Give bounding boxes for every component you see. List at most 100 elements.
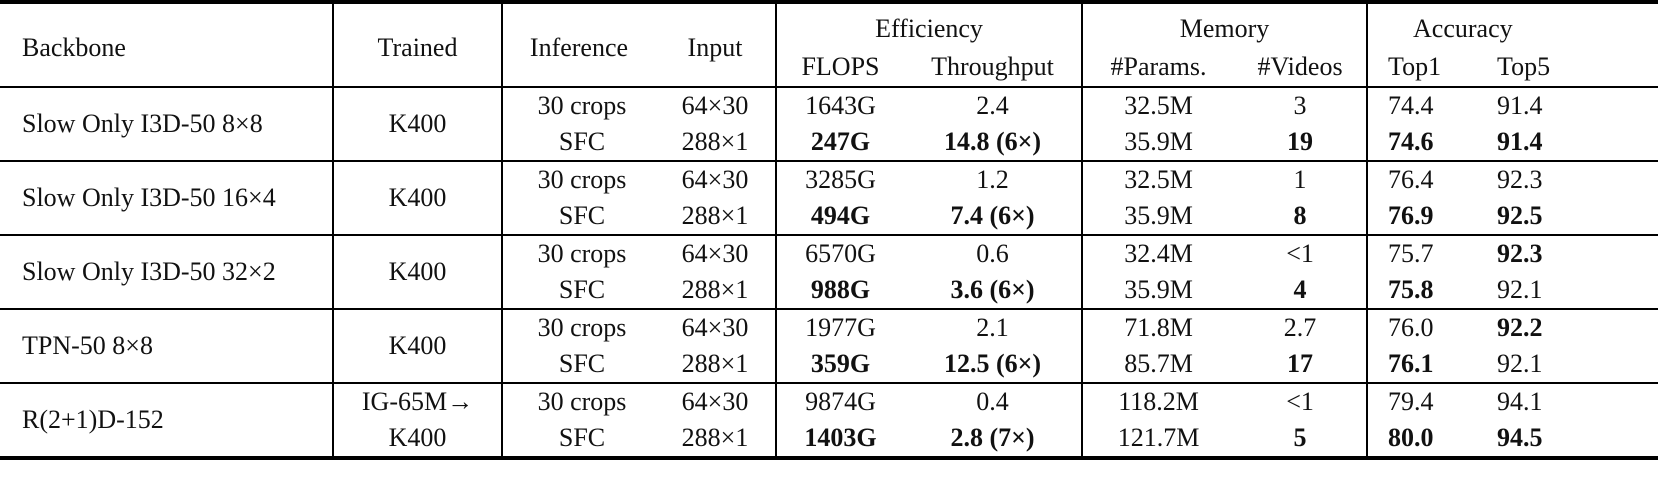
input-cell: 288×1 xyxy=(681,127,749,156)
trained-cell: K400 xyxy=(332,160,502,235)
params-cell: 32.5M xyxy=(1081,160,1235,198)
flops-cell: 3285G xyxy=(775,160,904,198)
flops-cell: 1977G xyxy=(775,308,904,346)
videos-cell: 19 xyxy=(1287,127,1314,156)
params-cell: 85.7M xyxy=(1081,346,1235,383)
top5-cell: 94.5 xyxy=(1479,420,1658,460)
header-trained: Trained xyxy=(332,0,502,88)
backbone-cell: Slow Only I3D-50 32×2 xyxy=(0,234,333,309)
header-top5: Top5 xyxy=(1479,48,1658,88)
throughput-cell: 7.4 (6×) xyxy=(950,201,1035,230)
trained-cell-line1: IG-65M→ xyxy=(332,382,502,420)
throughput-cell: 3.6 (6×) xyxy=(950,275,1035,304)
params-cell: 32.4M xyxy=(1081,234,1235,272)
top5-cell: 92.1 xyxy=(1497,275,1543,304)
table-row: SFC 288×1 359G 12.5 (6×) 85.7M 17 76.1 9… xyxy=(0,346,1658,383)
videos-cell: 8 xyxy=(1293,201,1307,230)
top5-cell: 91.4 xyxy=(1497,91,1543,120)
backbone-cell: TPN-50 8×8 xyxy=(0,308,333,383)
videos-cell: 4 xyxy=(1293,275,1307,304)
trained-cell-line2: K400 xyxy=(332,420,502,460)
results-table: Backbone Trained Inference Input Efficie… xyxy=(0,0,1658,460)
flops-cell: 9874G xyxy=(775,382,904,420)
header-top1: Top1 xyxy=(1366,48,1480,88)
top1-cell: 76.0 xyxy=(1366,308,1480,346)
top1-cell: 76.4 xyxy=(1366,160,1480,198)
header-accuracy-group: Accuracy xyxy=(1366,0,1658,48)
table-row: K400 SFC 288×1 1403G 2.8 (7×) 121.7M 5 8… xyxy=(0,420,1658,460)
throughput-cell: 2.8 (7×) xyxy=(904,420,1083,460)
flops-cell: 1643G xyxy=(775,87,904,124)
header-backbone: Backbone xyxy=(0,0,333,88)
table-row: Slow Only I3D-50 8×8 K400 30 crops 64×30… xyxy=(0,87,1658,161)
top5-cell: 92.2 xyxy=(1479,308,1658,346)
top1-cell: 75.8 xyxy=(1366,272,1480,309)
top1-cell: 75.7 xyxy=(1366,234,1480,272)
videos-cell: 17 xyxy=(1287,349,1314,378)
header-params: #Params. xyxy=(1081,48,1235,88)
table-row: TPN-50 8×8 K400 30 crops 64×30 1977G 2.1… xyxy=(0,308,1658,383)
input-cell: 288×1 xyxy=(681,275,749,304)
throughput-cell: 12.5 (6×) xyxy=(943,349,1042,378)
params-cell: 35.9M xyxy=(1081,124,1235,161)
throughput-cell: 14.8 (6×) xyxy=(943,127,1042,156)
header-throughput: Throughput xyxy=(904,48,1083,88)
header-input: Input xyxy=(655,0,776,88)
inference-cell: 30 crops xyxy=(501,160,655,198)
inference-cell: SFC xyxy=(501,198,655,235)
params-cell: 35.9M xyxy=(1081,272,1235,309)
throughput-cell: 0.6 xyxy=(904,234,1083,272)
top1-cell: 74.6 xyxy=(1366,124,1480,161)
flops-cell: 1403G xyxy=(775,420,904,460)
input-cell: 64×30 xyxy=(655,308,776,346)
table-row: R(2+1)D-152 IG-65M→ 30 crops 64×30 9874G… xyxy=(0,382,1658,460)
header-row-columns: FLOPS Throughput #Params. #Videos Top1 T… xyxy=(0,48,1658,88)
top5-cell: 92.5 xyxy=(1497,201,1543,230)
input-cell: 288×1 xyxy=(681,201,749,230)
inference-cell: 30 crops xyxy=(501,234,655,272)
inference-cell: SFC xyxy=(501,346,655,383)
table-row: SFC 288×1 247G 14.8 (6×) 35.9M 19 74.6 9… xyxy=(0,124,1658,161)
inference-cell: SFC xyxy=(501,272,655,309)
flops-cell: 359G xyxy=(775,346,904,383)
input-cell: 288×1 xyxy=(655,420,776,460)
backbone-cell: Slow Only I3D-50 8×8 xyxy=(22,109,263,138)
top5-cell: 92.1 xyxy=(1497,349,1543,378)
backbone-cell: R(2+1)D-152 xyxy=(0,382,333,460)
videos-cell: 1 xyxy=(1234,160,1368,198)
videos-cell: 3 xyxy=(1293,91,1307,120)
params-cell: 32.5M xyxy=(1081,87,1235,124)
header-videos: #Videos xyxy=(1234,48,1368,88)
flops-cell: 494G xyxy=(775,198,904,235)
throughput-cell: 2.1 xyxy=(904,308,1083,346)
top5-cell: 94.1 xyxy=(1479,382,1658,420)
throughput-cell: 2.4 xyxy=(976,91,1009,120)
top1-cell: 76.1 xyxy=(1366,346,1480,383)
videos-cell: 2.7 xyxy=(1234,308,1368,346)
inference-cell: 30 crops xyxy=(501,308,655,346)
inference-cell: SFC xyxy=(501,420,655,460)
input-cell: 64×30 xyxy=(655,160,776,198)
input-cell: 64×30 xyxy=(655,382,776,420)
table-row: Slow Only I3D-50 32×2 K400 30 crops 64×3… xyxy=(0,234,1658,309)
flops-cell: 247G xyxy=(775,124,904,161)
header-flops: FLOPS xyxy=(775,48,904,88)
trained-cell: K400 xyxy=(332,234,502,309)
throughput-cell: 1.2 xyxy=(904,160,1083,198)
params-cell: 118.2M xyxy=(1081,382,1235,420)
table-row: SFC 288×1 494G 7.4 (6×) 35.9M 8 76.9 92.… xyxy=(0,198,1658,235)
table-row: Slow Only I3D-50 16×4 K400 30 crops 64×3… xyxy=(0,160,1658,235)
header-memory-group: Memory xyxy=(1081,0,1368,48)
input-cell: 64×30 xyxy=(681,91,749,120)
top5-cell: 92.3 xyxy=(1479,160,1658,198)
header-efficiency-group: Efficiency xyxy=(774,0,1083,48)
throughput-cell: 0.4 xyxy=(904,382,1083,420)
videos-cell: <1 xyxy=(1234,234,1368,272)
header-inference: Inference xyxy=(501,0,655,88)
top1-cell: 76.9 xyxy=(1366,198,1480,235)
header-row-groups: Backbone Trained Inference Input Efficie… xyxy=(0,0,1658,88)
flops-cell: 988G xyxy=(775,272,904,309)
videos-cell: 5 xyxy=(1234,420,1368,460)
params-cell: 35.9M xyxy=(1081,198,1235,235)
